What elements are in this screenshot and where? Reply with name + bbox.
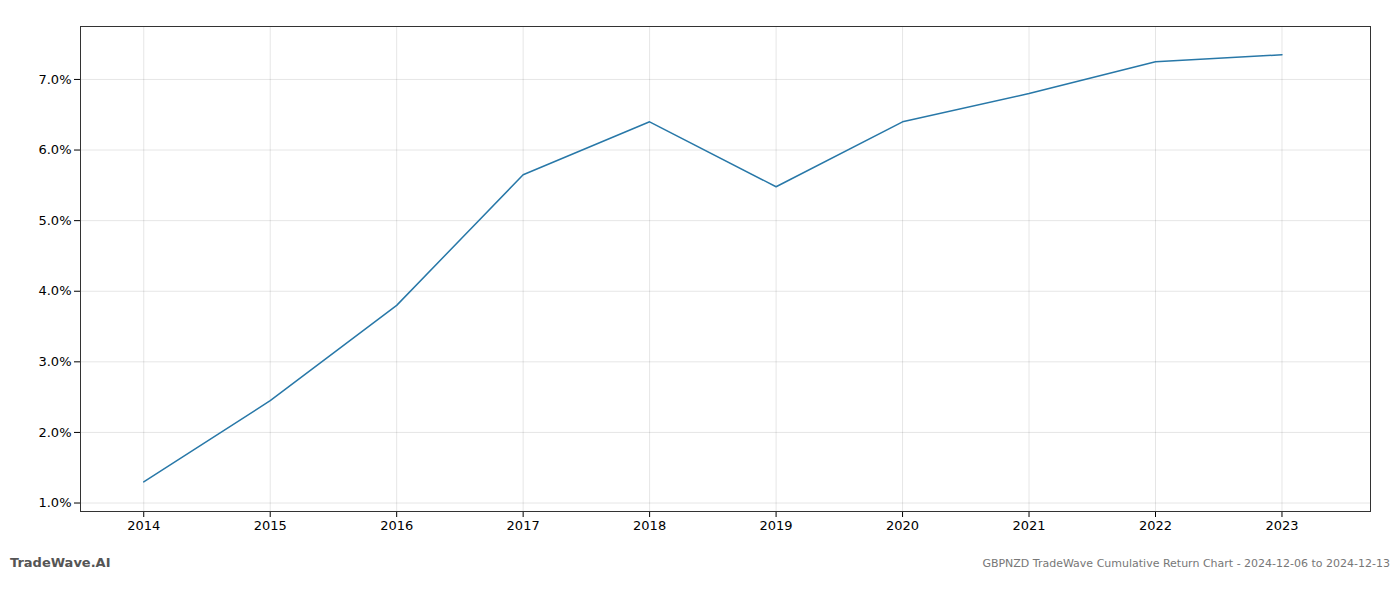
svg-text:2016: 2016 bbox=[380, 518, 413, 533]
svg-text:2018: 2018 bbox=[633, 518, 666, 533]
svg-text:2014: 2014 bbox=[127, 518, 160, 533]
html-text:TradeWave.AI: TradeWave.AI bbox=[10, 555, 111, 570]
svg-text:2017: 2017 bbox=[507, 518, 540, 533]
html-text:GBPNZD TradeWave Cumulative Re: GBPNZD TradeWave Cumulative Return Chart… bbox=[982, 557, 1390, 570]
svg-text:2.0%: 2.0% bbox=[38, 425, 71, 440]
svg-text:5.0%: 5.0% bbox=[38, 213, 71, 228]
svg-text:1.0%: 1.0% bbox=[38, 495, 71, 510]
svg-text:2015: 2015 bbox=[254, 518, 287, 533]
svg-text:2020: 2020 bbox=[886, 518, 919, 533]
svg-text:7.0%: 7.0% bbox=[38, 72, 71, 87]
svg-text:2021: 2021 bbox=[1012, 518, 1045, 533]
svg-text:2023: 2023 bbox=[1265, 518, 1298, 533]
svg-text:2019: 2019 bbox=[760, 518, 793, 533]
svg-text:6.0%: 6.0% bbox=[38, 142, 71, 157]
svg-text:3.0%: 3.0% bbox=[38, 354, 71, 369]
svg-text:2022: 2022 bbox=[1139, 518, 1172, 533]
svg-text:4.0%: 4.0% bbox=[38, 283, 71, 298]
